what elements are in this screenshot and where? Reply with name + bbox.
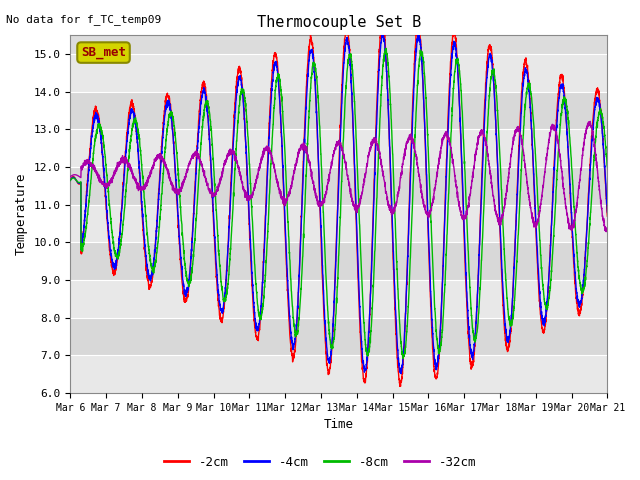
Text: SB_met: SB_met xyxy=(81,46,126,59)
Bar xyxy=(70,280,607,318)
Bar xyxy=(70,205,607,242)
Bar xyxy=(70,54,607,92)
Text: No data for f_TC_temp09: No data for f_TC_temp09 xyxy=(6,14,162,25)
Bar xyxy=(70,318,607,356)
X-axis label: Time: Time xyxy=(324,419,354,432)
Y-axis label: Temperature: Temperature xyxy=(15,173,28,255)
Bar xyxy=(70,356,607,393)
Bar xyxy=(70,242,607,280)
Legend: -2cm, -4cm, -8cm, -32cm: -2cm, -4cm, -8cm, -32cm xyxy=(159,451,481,474)
Bar xyxy=(70,92,607,130)
Bar xyxy=(70,167,607,205)
Title: Thermocouple Set B: Thermocouple Set B xyxy=(257,15,421,30)
Bar xyxy=(70,130,607,167)
